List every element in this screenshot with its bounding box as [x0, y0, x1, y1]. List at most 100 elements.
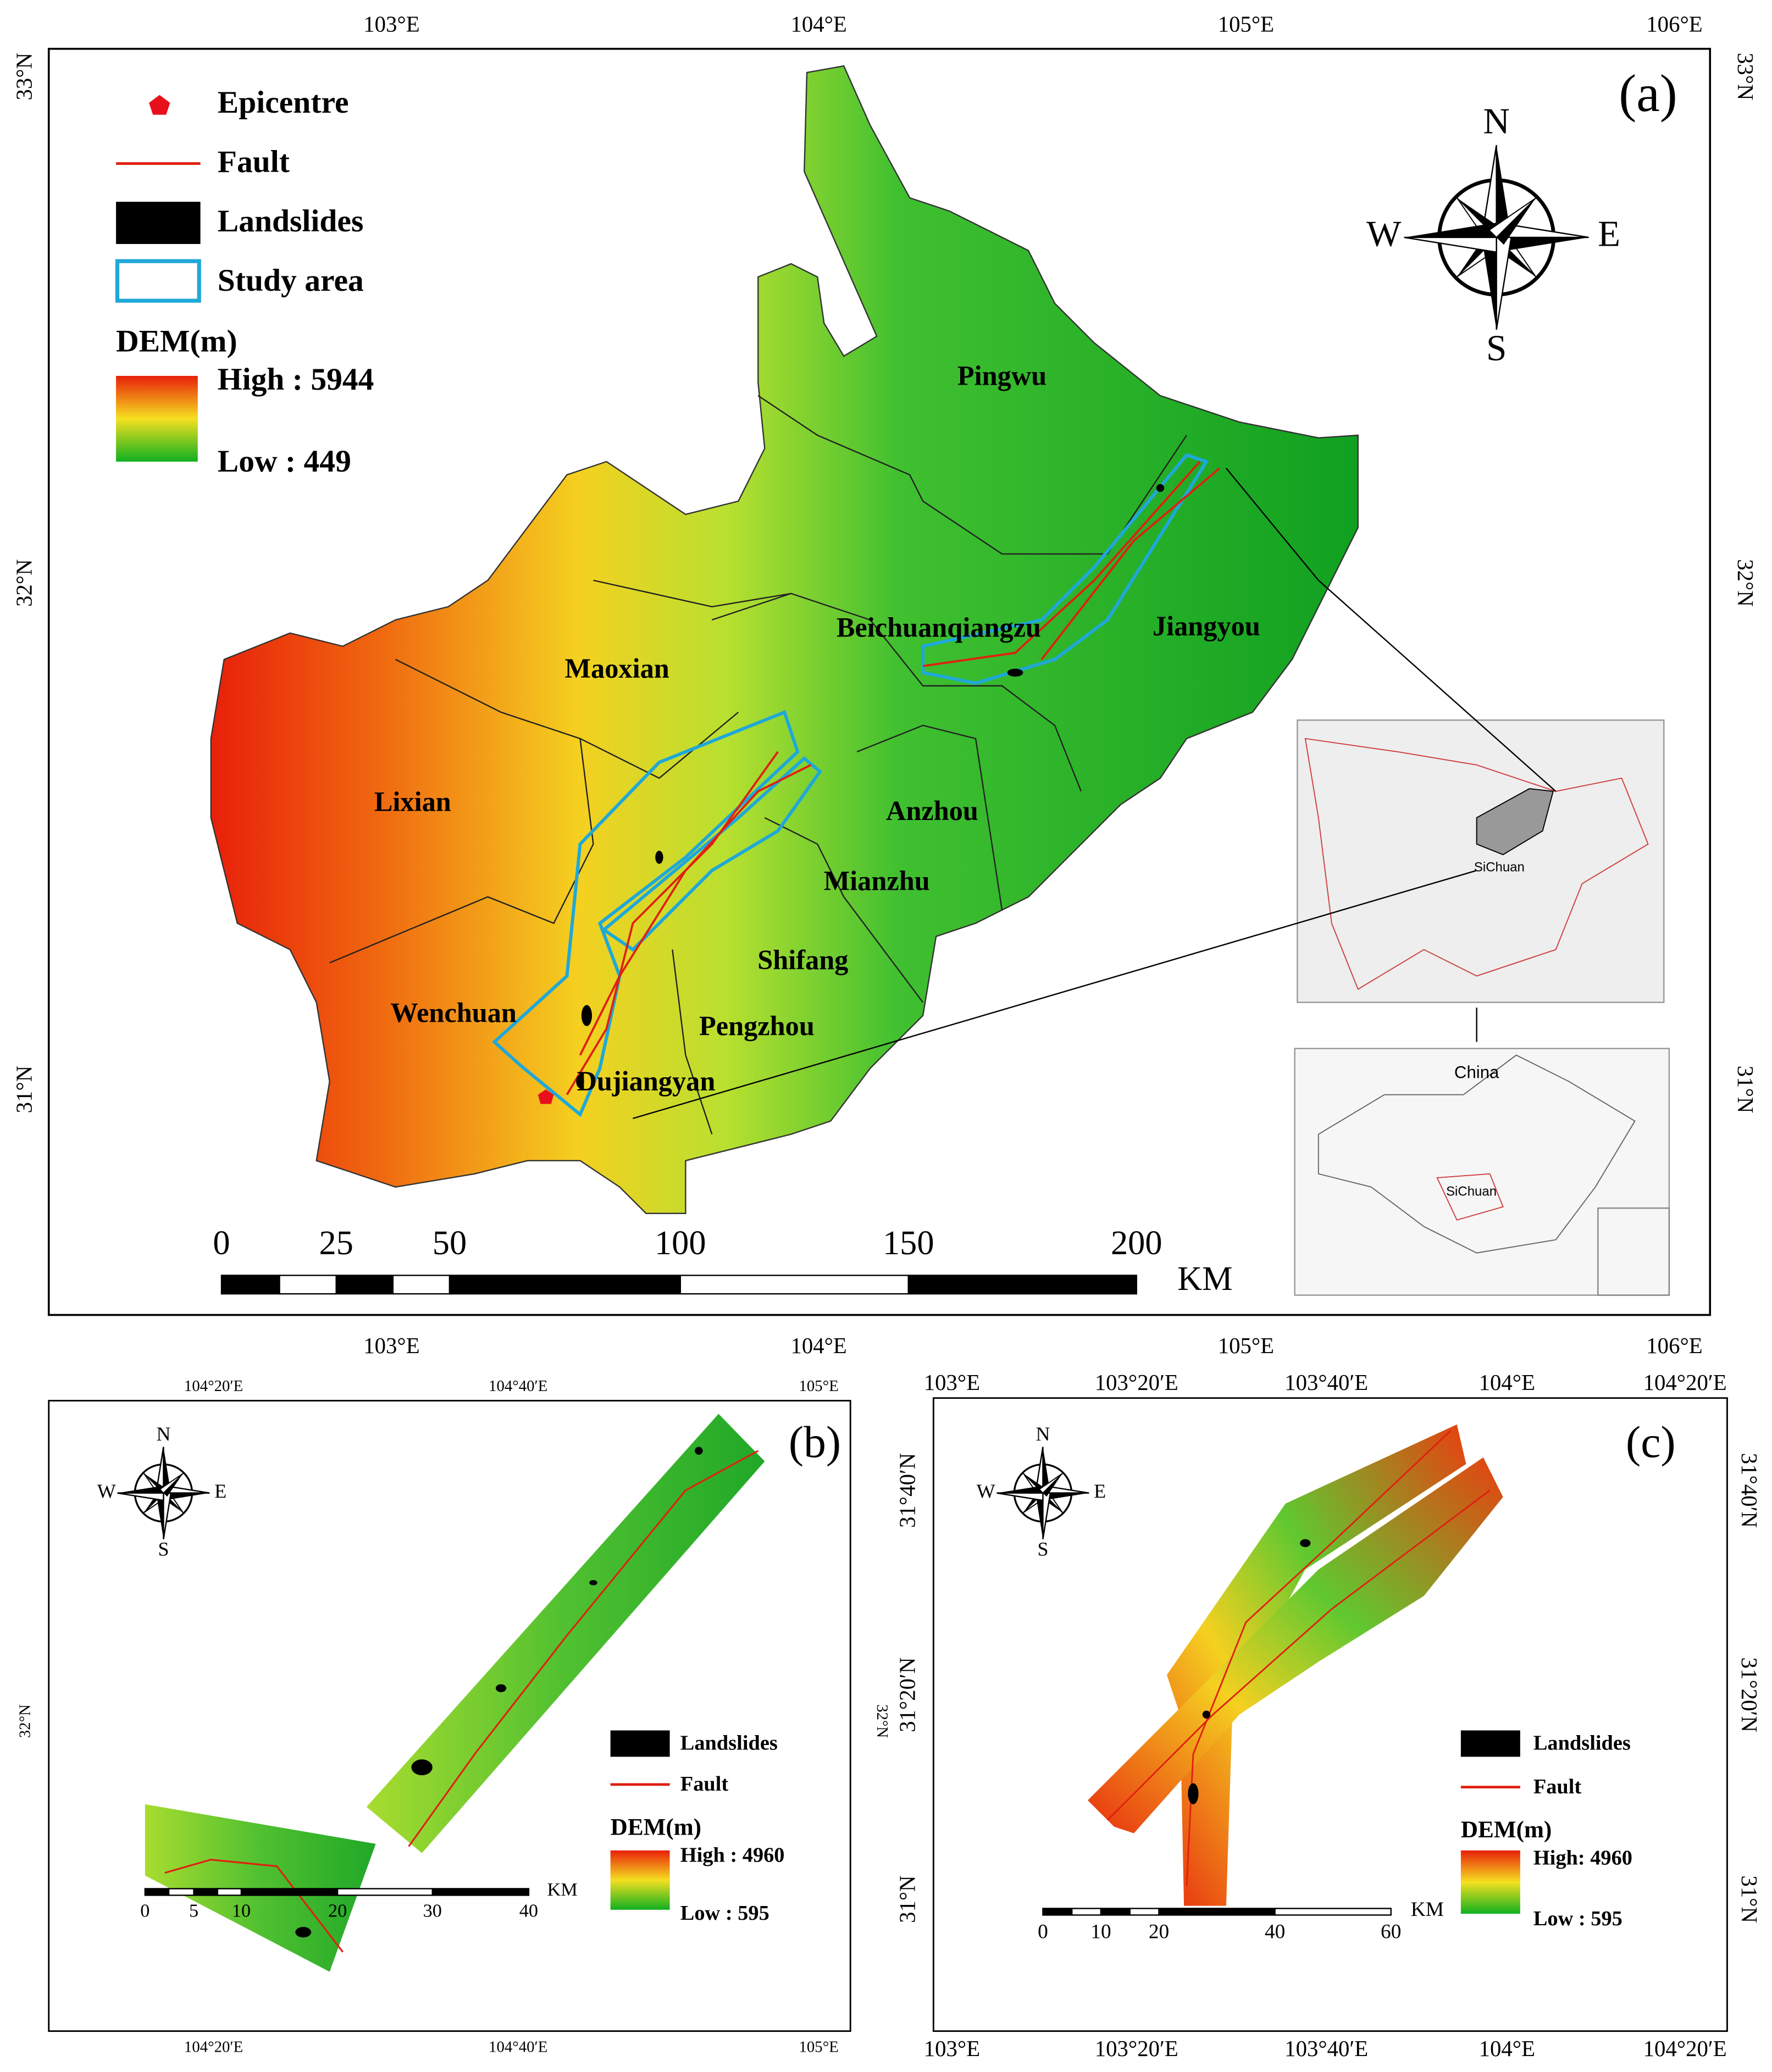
- tick-label: 103°20′E: [1095, 1370, 1178, 1395]
- compass-point: [163, 1493, 210, 1500]
- scale-bar-segment: [220, 1275, 280, 1295]
- tick-label: 103°40′E: [1284, 2036, 1368, 2061]
- tick-label: 104°40′E: [489, 2038, 547, 2056]
- dem-strip: [366, 1414, 765, 1853]
- tick-label: 33°N: [1733, 53, 1758, 101]
- tick-label: 33°N: [12, 53, 36, 101]
- compass-label: W: [977, 1480, 995, 1502]
- scale-bar-segment: [392, 1275, 451, 1295]
- compass-label: E: [1094, 1480, 1106, 1502]
- landslides: [295, 1447, 703, 1938]
- scale-tick-label: 40: [1265, 1921, 1285, 1943]
- panel-label: (c): [1626, 1417, 1676, 1467]
- faults: [164, 1450, 759, 1953]
- tick-label: 103°E: [924, 2036, 980, 2061]
- tick-label: 104°E: [790, 12, 846, 36]
- tick-label: 31°N: [1737, 1875, 1762, 1923]
- region-label: Shifang: [757, 944, 848, 975]
- legend-dem-ramp: [116, 375, 198, 462]
- legend-label: Low : 595: [680, 1902, 769, 1925]
- scale-bar-segment: [1042, 1908, 1073, 1916]
- scale-bar-segment: [1071, 1908, 1102, 1916]
- compass-label: S: [1037, 1538, 1048, 1560]
- legend-label: Epicentre: [218, 85, 349, 120]
- scale-tick-label: 0: [140, 1901, 149, 1921]
- sichuan-inset: [1297, 719, 1665, 1004]
- compass-point: [1404, 223, 1497, 237]
- compass-label: E: [214, 1480, 226, 1502]
- scale-tick-label: 100: [655, 1224, 706, 1262]
- scale-unit: KM: [547, 1879, 578, 1900]
- tick-label: 31°N: [1733, 1066, 1758, 1113]
- tick-label: 103°E: [363, 12, 419, 36]
- inset-label: SiChuan: [1446, 1184, 1497, 1199]
- legend-label: Study area: [218, 263, 364, 298]
- tick-label: 32°N: [873, 1704, 891, 1738]
- compass-point: [1488, 197, 1536, 239]
- scale-unit: KM: [1411, 1898, 1444, 1921]
- scale-tick-label: 5: [189, 1901, 198, 1921]
- scale-tick-label: 150: [883, 1224, 934, 1262]
- scale-tick-label: 25: [319, 1224, 353, 1262]
- compass-label: E: [1598, 213, 1620, 254]
- tick-label: 104°20′E: [184, 1377, 243, 1395]
- scale-tick-label: 40: [519, 1901, 538, 1921]
- tick-label: 104°E: [1479, 2036, 1535, 2061]
- tick-label: 32°N: [12, 559, 36, 607]
- compass-point: [1496, 198, 1536, 245]
- scale-bar-segment: [336, 1888, 434, 1896]
- scale-bar-segment: [335, 1275, 394, 1295]
- tick-label: 104°40′E: [489, 1377, 547, 1395]
- compass-point: [1043, 1473, 1063, 1497]
- scale-tick-label: 0: [1038, 1921, 1048, 1943]
- inset-label: China: [1454, 1063, 1499, 1082]
- sichuan-boundary: [1304, 738, 1649, 990]
- legend-label: Low : 595: [1533, 1907, 1623, 1930]
- legend-dem-ramp: [610, 1850, 670, 1910]
- tick-label: 105°E: [799, 2038, 839, 2056]
- tick-label: 32°N: [1733, 559, 1758, 607]
- compass-point: [1404, 236, 1497, 253]
- scale-unit: KM: [1177, 1260, 1232, 1298]
- tick-label: 103°E: [924, 1370, 980, 1395]
- tick-label: 31°40′N: [1737, 1453, 1762, 1528]
- compass-label: W: [1366, 213, 1402, 254]
- compass-label: N: [1035, 1423, 1050, 1445]
- legend-label: Low : 449: [218, 444, 351, 479]
- region-label: Dujiangyan: [577, 1066, 715, 1096]
- legend-label: High: 4960: [1533, 1846, 1632, 1869]
- legend-landslides-symbol: [610, 1730, 670, 1757]
- compass-point: [117, 1492, 164, 1502]
- tick-label: 32°N: [16, 1704, 34, 1738]
- scale-tick-label: 200: [1111, 1224, 1162, 1262]
- legend-label: Landslides: [218, 204, 364, 239]
- region-label: Jiangyou: [1153, 611, 1260, 641]
- tick-label: 106°E: [1646, 1333, 1702, 1358]
- legend-landslides-symbol: [1460, 1730, 1520, 1757]
- legend-label: High : 5944: [218, 362, 374, 397]
- region-label: Anzhou: [886, 795, 978, 826]
- dem-strip: [1088, 1457, 1503, 1833]
- compass-point: [996, 1492, 1044, 1502]
- tick-label: 103°E: [363, 1333, 419, 1358]
- tick-label: 31°N: [895, 1875, 920, 1923]
- compass-point: [1043, 1493, 1089, 1500]
- region-label: Mianzhu: [824, 865, 930, 896]
- compass-point: [163, 1447, 171, 1493]
- region-label: Pingwu: [957, 360, 1046, 391]
- legend-label: High : 4960: [680, 1844, 785, 1867]
- compass-point: [1035, 1493, 1043, 1539]
- study-area: [492, 453, 1209, 1117]
- compass-point: [1038, 1473, 1063, 1494]
- legend-title: DEM(m): [611, 1814, 701, 1840]
- legend-label: Landslides: [680, 1732, 778, 1755]
- tick-label: 103°40′E: [1284, 1370, 1368, 1395]
- legend-label: Landslides: [1533, 1732, 1631, 1755]
- tick-label: 31°20′N: [1737, 1658, 1762, 1732]
- legend-title: DEM(m): [116, 324, 237, 359]
- legend-label: Fault: [1533, 1775, 1582, 1798]
- legend-dem-ramp: [1460, 1850, 1520, 1914]
- compass-label: N: [156, 1423, 170, 1445]
